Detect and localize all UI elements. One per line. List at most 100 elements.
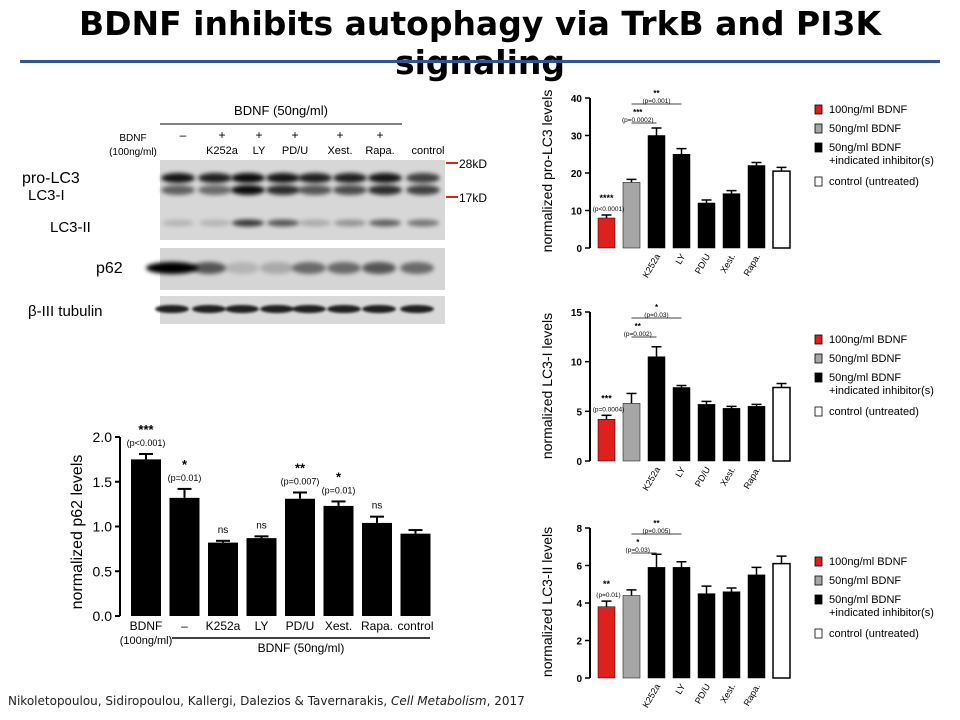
p62-y-axis-label: normalized p62 levels <box>69 455 86 610</box>
lane-name-6: Rapa. <box>365 145 394 157</box>
treatment-header: BDNF (50ng/ml) <box>234 103 328 118</box>
lc3-i-bar <box>697 404 716 462</box>
band-p62 <box>260 262 294 274</box>
lc3-i-legend-swatch <box>814 353 823 364</box>
citation-year: , 2017 <box>486 694 525 708</box>
p62-y-tick-label: 1.0 <box>93 519 113 535</box>
lc3-i-bracket-pvalue: (p=0.002) <box>624 331 652 338</box>
lc3-ii-bracket-stars: ** <box>653 519 660 528</box>
p62-significance: * <box>336 469 342 484</box>
pro-lc3-legend-label: control (untreated) <box>829 176 919 188</box>
p62-significance: ** <box>295 460 306 475</box>
lc3-i-legend-swatch <box>814 372 823 383</box>
lc3-ii-legend-label: +indicated inhibitor(s) <box>829 607 934 619</box>
band-lc3-ii <box>199 219 231 227</box>
band-tubulin <box>260 305 294 313</box>
pro-lc3-legend-swatch <box>814 142 823 153</box>
p62-bar <box>362 522 392 616</box>
pro-lc3-category-label: K252a <box>641 252 663 280</box>
row-label-tubulin: β-III tubulin <box>28 303 103 320</box>
lc3-ii-y-axis-label: normalized LC3-II levels <box>539 527 555 677</box>
p62-category-label: BDNF <box>130 619 163 633</box>
pro-lc3-legend-swatch <box>814 104 823 115</box>
pro-lc3-bar <box>697 202 716 249</box>
pro-lc3-legend: 100ng/ml BDNF 50ng/ml BDNF 50ng/ml BDNF con… <box>814 104 934 188</box>
p62-significance: *** <box>138 422 154 437</box>
band-lc3-i <box>333 185 367 195</box>
lc3-i-y-tick-label: 5 <box>576 407 582 418</box>
band-pro-lc3 <box>298 173 332 183</box>
band-tubulin <box>292 305 326 313</box>
p62-bars <box>131 453 431 616</box>
lc3-ii-legend-label: 100ng/ml BDNF <box>829 556 908 568</box>
pro-lc3-category-label: LY <box>673 252 687 266</box>
pro-lc3-bar <box>672 154 691 249</box>
citation: Nikoletopoulou, Sidiropoulou, Kallergi, … <box>8 694 525 708</box>
band-lc3-ii <box>299 219 331 227</box>
band-pro-lc3 <box>198 173 232 183</box>
lc3-i-bar <box>722 408 741 462</box>
lc3-ii-legend-label: 50ng/ml BDNF <box>829 575 901 587</box>
lc3-i-bracket-stars: ** <box>635 322 642 331</box>
lane-name-2: K252a <box>206 145 239 157</box>
p62-category-label: Xest. <box>325 619 352 633</box>
band-tubulin <box>362 305 396 313</box>
lc3-i-bar <box>622 403 641 462</box>
row-label-lc3-i: LC3-I <box>28 187 65 204</box>
lc3-i-y-axis-label: normalized LC3-I levels <box>539 313 555 459</box>
p62-category-sublabel: (100ng/ml) <box>120 635 173 647</box>
lc3-ii-legend-swatch <box>814 556 823 567</box>
lc3-ii-bracket-stars: * <box>636 538 640 547</box>
lane-sign-2: + <box>218 128 225 142</box>
p62-bar <box>246 538 277 616</box>
lane-sign-4: + <box>291 128 298 142</box>
row-label-p62: p62 <box>96 260 123 277</box>
lc3-ii-bar <box>647 567 666 679</box>
pro-lc3-legend-swatch <box>814 123 823 134</box>
citation-authors: Nikoletopoulou, Sidiropoulou, Kallergi, … <box>8 694 392 708</box>
pro-lc3-bar <box>747 165 766 249</box>
lc3-i-legend-label: control (untreated) <box>829 406 919 418</box>
lc3-ii-chart: 0 2 4 6 8 normalized LC3-II levels K252a LY PD/U… <box>539 519 934 710</box>
band-pro-lc3 <box>368 173 402 183</box>
band-p62 <box>400 262 434 274</box>
pro-lc3-y-tick-label: 10 <box>571 207 583 218</box>
lc3-ii-legend-label: control (untreated) <box>829 628 919 640</box>
lc3-i-chart: 0 5 10 15 normalized LC3-I levels K252a LY PD/U… <box>539 303 934 493</box>
lc3-i-bar <box>747 406 766 462</box>
pro-lc3-bracket-stars: *** <box>633 108 643 117</box>
pro-lc3-legend-label: 50ng/ml BDNF <box>829 142 901 154</box>
lane-name-3: LY <box>253 145 266 157</box>
band-tubulin <box>225 305 259 313</box>
p62-bar <box>169 497 200 616</box>
lc3-i-legend-label: +indicated inhibitor(s) <box>829 385 934 397</box>
band-lc3-ii <box>162 219 194 227</box>
band-p62 <box>327 262 361 274</box>
band-pro-lc3 <box>266 173 300 183</box>
p62-bar <box>400 533 431 616</box>
p62-pvalue: (p=0.01) <box>168 473 202 483</box>
lc3-i-bracket-stars: * <box>655 303 659 312</box>
p62-significance: ns <box>218 525 229 536</box>
band-tubulin <box>155 305 189 313</box>
lc3-ii-y-tick-label: 8 <box>576 524 582 535</box>
lc3-ii-bar <box>597 606 616 679</box>
pro-lc3-legend-label: 100ng/ml BDNF <box>829 104 908 116</box>
band-lc3-i <box>298 185 332 195</box>
pro-lc3-bar <box>622 182 641 249</box>
pro-lc3-legend-label: +indicated inhibitor(s) <box>829 155 934 167</box>
band-p62 <box>192 262 226 274</box>
lc3-ii-y-tick-label: 2 <box>576 637 582 648</box>
title-underline <box>20 60 940 63</box>
p62-category-label: PD/U <box>286 619 315 633</box>
lc3-ii-legend-swatch <box>814 575 823 586</box>
pro-lc3-y-tick-label: 40 <box>571 94 583 105</box>
p62-pvalue: (p<0.001) <box>127 438 166 448</box>
blot-bands <box>161 173 440 227</box>
p62-significance: ns <box>256 520 267 531</box>
p62-y-tick-label: 0.5 <box>93 563 113 579</box>
lane-name-4: PD/U <box>282 145 308 157</box>
lc3-i-category-label: K252a <box>641 465 663 493</box>
p62-bar <box>208 542 238 616</box>
